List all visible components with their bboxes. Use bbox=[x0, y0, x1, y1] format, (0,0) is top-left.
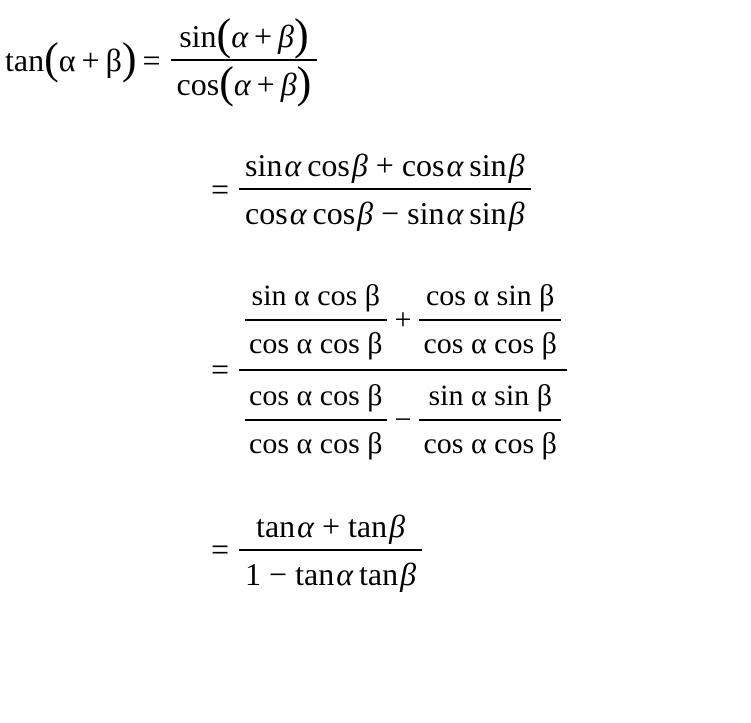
lhs-expression: tan ( α + β ) bbox=[5, 42, 137, 79]
numerator: sin ( α + β ) bbox=[173, 15, 314, 57]
subfraction: sin α sin β cos α cos β bbox=[419, 375, 560, 465]
denominator: 1 − tan α tan β bbox=[239, 553, 422, 595]
fraction-bar bbox=[239, 188, 531, 190]
fraction-bar bbox=[171, 59, 318, 61]
derivation-container: tan ( α + β ) = sin ( α + β ) cos ( α + bbox=[0, 0, 751, 615]
denominator: cos α cos β − sin α sin β bbox=[239, 192, 531, 234]
close-paren: ) bbox=[122, 41, 137, 76]
open-paren: ( bbox=[44, 41, 59, 76]
fraction-step4: tan α + tan β 1 − tan α tan β bbox=[239, 505, 422, 596]
compound-denominator: cos α cos β cos α cos β − sin α sin β bbox=[245, 375, 561, 465]
fraction-step3: sin α cos β cos α cos β + cos α sin β bbox=[239, 273, 567, 467]
beta-symbol: β bbox=[106, 42, 122, 79]
equals-sign: = bbox=[211, 531, 229, 568]
fraction-bar bbox=[239, 549, 422, 551]
plus-operator: + bbox=[395, 303, 412, 337]
subfraction: sin α cos β cos α cos β bbox=[245, 275, 386, 365]
subfraction: cos α sin β cos α cos β bbox=[419, 275, 560, 365]
denominator: cos α cos β cos α cos β − sin α sin β bbox=[239, 373, 567, 467]
equation-row-3: = sin α cos β cos α cos β + bbox=[5, 273, 746, 467]
equation-row-1: tan ( α + β ) = sin ( α + β ) cos ( α + bbox=[5, 15, 746, 106]
minus-operator: − bbox=[395, 403, 412, 437]
equals-sign: = bbox=[211, 351, 229, 388]
numerator: sin α cos β cos α cos β + cos α sin β bbox=[239, 273, 567, 367]
fraction-step1: sin ( α + β ) cos ( α + β ) bbox=[171, 15, 318, 106]
equals-sign: = bbox=[211, 171, 229, 208]
compound-numerator: sin α cos β cos α cos β + cos α sin β bbox=[245, 275, 561, 365]
denominator: cos ( α + β ) bbox=[171, 63, 318, 105]
numerator: tan α + tan β bbox=[250, 505, 411, 547]
equals-sign: = bbox=[143, 42, 161, 79]
subfraction: cos α cos β cos α cos β bbox=[245, 375, 386, 465]
alpha-symbol: α bbox=[59, 42, 76, 79]
constant-one: 1 bbox=[245, 555, 261, 593]
plus-operator: + bbox=[82, 42, 100, 79]
fraction-step2: sin α cos β + cos α sin β cos α cos β − … bbox=[239, 144, 531, 235]
tan-function: tan bbox=[5, 42, 44, 79]
numerator: sin α cos β + cos α sin β bbox=[239, 144, 531, 186]
equation-row-2: = sin α cos β + cos α sin β cos α cos β … bbox=[5, 144, 746, 235]
equation-row-4: = tan α + tan β 1 − tan α tan β bbox=[5, 505, 746, 596]
fraction-bar bbox=[239, 369, 567, 371]
